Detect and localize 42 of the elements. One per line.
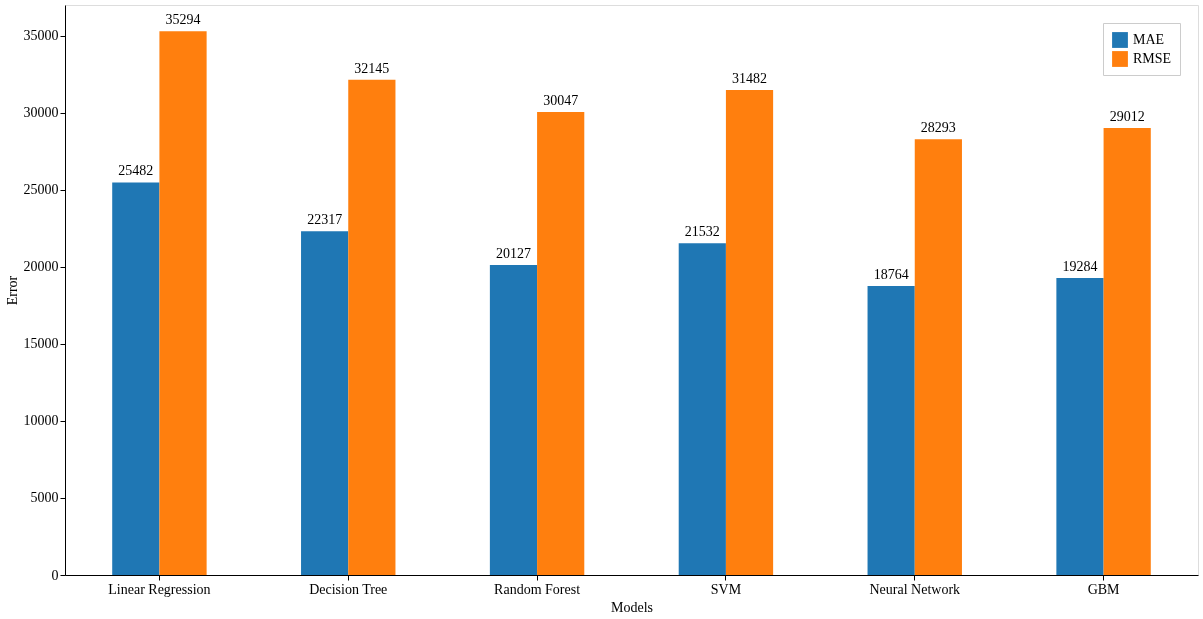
data-label: 32145	[354, 60, 390, 76]
bar	[725, 90, 774, 575]
y-tick-label: 30000	[23, 105, 59, 121]
x-tick-label: GBM	[1087, 581, 1121, 597]
y-tick-label: 20000	[23, 259, 59, 275]
y-axis-title: Error	[4, 275, 20, 306]
bar	[348, 79, 396, 575]
data-label: 31482	[732, 71, 768, 87]
data-label: 22317	[307, 212, 343, 228]
y-tick-label: 15000	[23, 336, 59, 352]
bar	[678, 243, 726, 575]
legend-label: MAE	[1133, 32, 1165, 47]
bar	[489, 264, 538, 575]
bar	[914, 139, 962, 575]
y-tick-label: 0	[51, 567, 59, 583]
bar	[1103, 128, 1151, 575]
data-label: 30047	[543, 93, 579, 109]
y-tick-label: 25000	[23, 182, 59, 198]
x-tick-label: Decision Tree	[309, 581, 388, 597]
data-label: 25482	[118, 163, 154, 179]
x-tick-label: Random Forest	[494, 581, 581, 597]
y-tick-label: 35000	[23, 28, 59, 44]
y-tick-label: 5000	[30, 490, 59, 506]
bar	[1056, 277, 1104, 575]
bar	[867, 285, 915, 575]
legend-label: RMSE	[1133, 51, 1172, 66]
data-label: 29012	[1109, 109, 1145, 125]
x-tick-label: SVM	[710, 581, 742, 597]
bar	[537, 112, 585, 575]
data-label: 19284	[1062, 258, 1098, 274]
data-label: 21532	[684, 224, 720, 240]
bar	[159, 31, 207, 575]
y-tick-label: 10000	[23, 413, 59, 429]
x-tick-label: Linear Regression	[108, 581, 211, 597]
data-label: 28293	[920, 120, 956, 136]
data-label: 35294	[165, 12, 201, 28]
data-label: 18764	[873, 266, 909, 282]
data-label: 20127	[495, 245, 531, 261]
x-axis-title: Models	[611, 599, 653, 615]
bar	[112, 182, 160, 575]
x-tick-label: Neural Network	[869, 581, 961, 597]
bar	[301, 231, 349, 575]
